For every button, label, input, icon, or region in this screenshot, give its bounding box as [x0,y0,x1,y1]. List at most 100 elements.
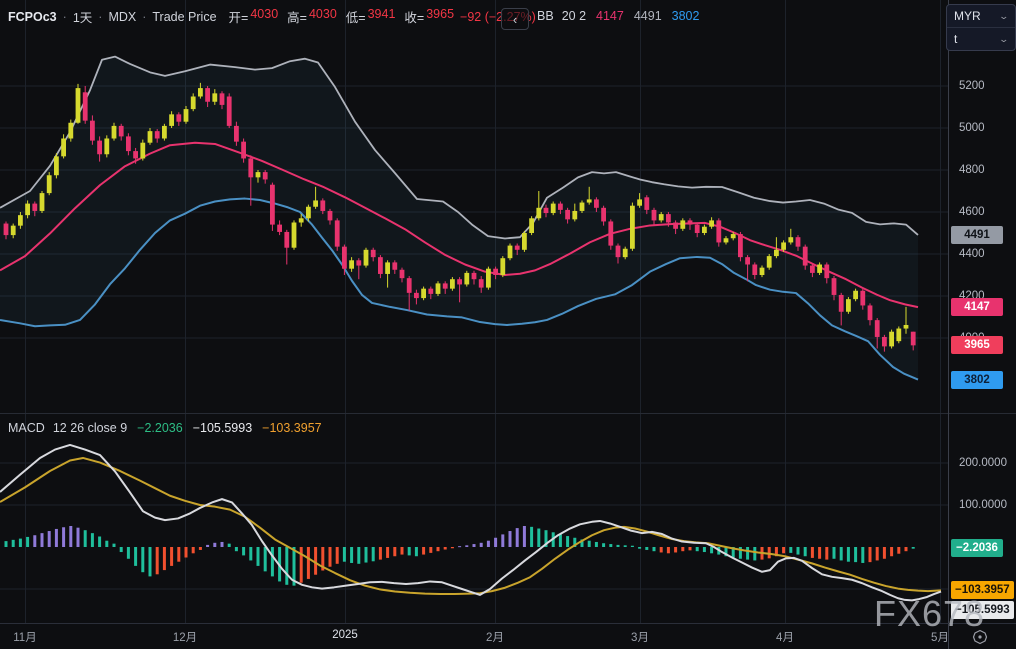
candle-body [579,202,585,211]
macd-histogram-bar [342,547,346,562]
macd-histogram-bar [587,540,591,547]
currency-unit-selector[interactable]: MYR ⌄ t ⌄ [946,4,1016,51]
macd-histogram-bar [702,547,706,553]
candle-body [190,96,196,110]
macd-histogram-bar [162,547,166,571]
bb-indicator-legend[interactable]: BB 20 2 4147 4491 3802 [537,9,699,23]
macd-histogram-bar [422,547,426,555]
price-axis[interactable]: MYR ⌄ t ⌄ 520050004800460044004200400020… [946,0,1016,623]
candle-body [298,218,304,223]
macd-histogram-bar [4,541,8,547]
candle-body [586,199,592,203]
time-axis-label[interactable]: 5月 [931,632,949,644]
candle-body [385,262,390,274]
macd-histogram-bar [501,534,505,547]
time-axis-label[interactable]: 3月 [631,632,649,644]
candle-body [118,125,124,137]
macd-histogram-bar [861,547,865,563]
time-axis-label[interactable]: 12月 [172,632,198,644]
candle-body [111,125,117,139]
macd-histogram-bar [674,547,678,553]
ohlc-label: 开= [228,11,249,25]
interval-label[interactable]: 1天 [72,11,93,25]
candle-body [500,258,506,275]
candle-body [680,220,686,229]
time-axis-label[interactable]: 4月 [776,632,794,644]
macd-histogram-bar [126,547,130,559]
main-series-legend[interactable]: FCPOc3 · 1天 · MDX · Trade Price 开= 4030 高=… [8,7,536,26]
candle-body [529,218,534,233]
bb-values: 4147 4491 3802 [596,9,699,23]
time-axis-label[interactable]: 11月 [13,632,37,644]
candle-body [176,114,182,122]
price-tick: 4600 [959,206,985,218]
candle-body [378,257,383,274]
macd-histogram-bar [270,547,274,577]
candle-body [450,279,455,289]
separator-dot: · [142,9,147,24]
candle-body [867,305,873,321]
macd-histogram-bar [623,545,627,547]
macd-histogram-bar [69,526,73,547]
macd-histogram-bar [350,547,354,563]
candle-body [817,264,822,273]
macd-histogram-bar [414,547,418,557]
pane-separator[interactable] [0,413,1016,414]
candle-body [435,283,441,294]
candle-body [774,249,779,257]
macd-histogram-bar [774,547,778,557]
candle-body [75,88,81,123]
macd-histogram-bar [839,547,843,561]
macd-badge: −105.5993 [951,601,1014,620]
candle-body [766,256,772,268]
chart-canvas[interactable] [0,0,948,623]
macd-histogram-bar [429,547,433,553]
timezone-settings-button[interactable] [966,627,994,647]
time-axis-label[interactable]: 2025 [332,629,358,641]
macd-histogram-bar [652,547,656,552]
candle-body [421,288,426,299]
macd-histogram-bar [386,547,390,558]
price-tick: 5200 [959,80,985,92]
macd-histogram-bar [580,539,584,547]
candle-body [687,220,693,225]
candle-body [349,260,354,269]
symbol-name[interactable]: FCPOc3 [8,9,57,24]
collapse-legend-button[interactable]: ‹ [501,8,529,30]
candle-body [558,203,563,210]
candle-body [903,324,909,329]
time-axis[interactable]: 11月 12月 2025 2月 3月 4月 5月 [0,624,1016,649]
candle-body [752,264,758,275]
candle-body [82,92,88,121]
candle-body [694,224,700,233]
macd-histogram-bar [508,531,512,547]
macd-histogram-bar [177,547,181,562]
macd-histogram-bar [558,534,562,547]
candle-body [457,279,462,285]
macd-histogram-bar [90,533,94,547]
unit-dropdown[interactable]: t ⌄ [947,27,1015,50]
currency-dropdown[interactable]: MYR ⌄ [947,5,1015,27]
macd-histogram-bar [371,547,375,562]
macd-histogram-bar [184,547,188,558]
candle-body [759,267,765,275]
macd-histogram-bar [119,547,123,553]
candle-body [291,222,297,248]
ohlc-label: 收= [404,11,425,25]
macd-histogram-bar [299,547,303,583]
macd-histogram-bar [695,547,699,552]
candle-body [853,290,858,300]
candle-body [730,234,736,239]
candle-body [414,292,419,299]
candle-body [97,140,102,155]
macd-indicator-legend[interactable]: MACD 12 26 close 9 −2.2036 −105.5993 −103.… [8,421,322,435]
candle-body [406,278,412,293]
candle-body [738,234,743,258]
candle-body [514,245,520,250]
time-axis-label[interactable]: 2月 [486,632,504,644]
candle-body [860,290,866,306]
candle-body [320,200,326,211]
macd-histogram-bar [731,547,735,558]
macd-value: −103.3957 [262,421,322,435]
